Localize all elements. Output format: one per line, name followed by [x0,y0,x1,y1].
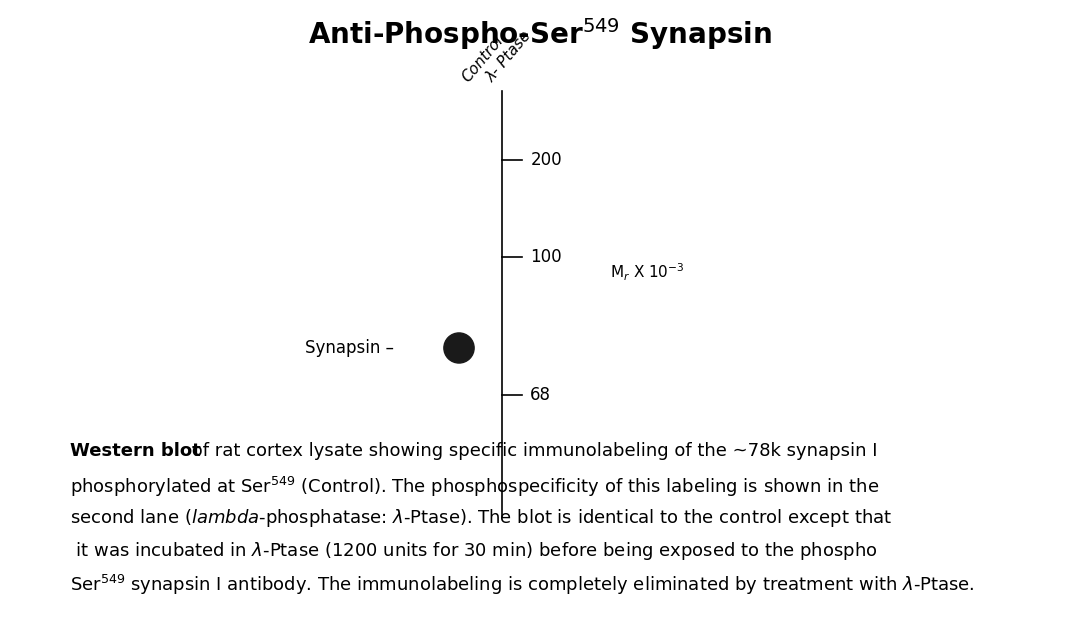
Text: second lane ($\it{lambda}$-phosphatase: $\lambda$-Ptase). The blot is identical : second lane ($\it{lambda}$-phosphatase: … [70,507,892,529]
Text: Anti-Phospho-Ser$^{549}$ Synapsin: Anti-Phospho-Ser$^{549}$ Synapsin [308,16,772,53]
Text: of rat cortex lysate showing specific immunolabeling of the ~78k synapsin I: of rat cortex lysate showing specific im… [186,442,877,460]
Ellipse shape [444,333,474,363]
Text: 100: 100 [530,248,562,266]
Text: λ- Ptase: λ- Ptase [484,28,535,85]
Text: phosphorylated at Ser$^{549}$ (Control). The phosphospecificity of this labeling: phosphorylated at Ser$^{549}$ (Control).… [70,475,879,498]
Text: it was incubated in $\lambda$-Ptase (1200 units for 30 min) before being exposed: it was incubated in $\lambda$-Ptase (120… [70,540,878,562]
Text: Western blot: Western blot [70,442,201,460]
Text: Synapsin –: Synapsin – [306,339,394,357]
Text: 200: 200 [530,151,562,169]
Text: Ser$^{549}$ synapsin I antibody. The immunolabeling is completely eliminated by : Ser$^{549}$ synapsin I antibody. The imm… [70,572,975,596]
Text: Control: Control [459,33,507,85]
Text: 68: 68 [530,386,551,404]
Text: M$_r$ X 10$^{-3}$: M$_r$ X 10$^{-3}$ [610,262,685,283]
